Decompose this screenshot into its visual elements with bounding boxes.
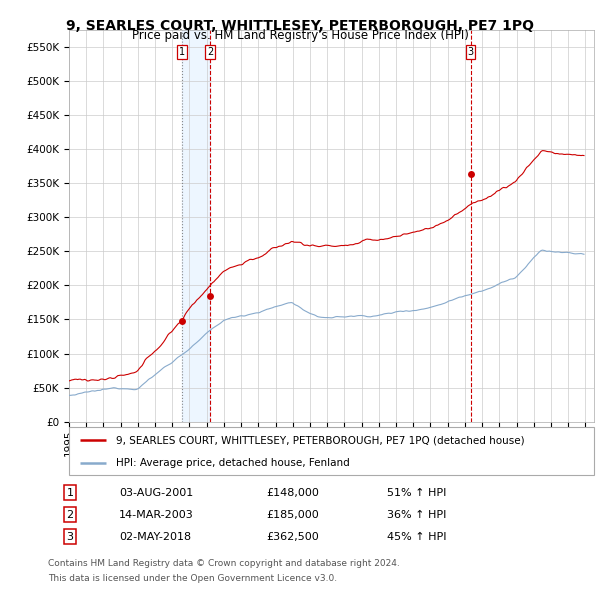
- Text: 03-AUG-2001: 03-AUG-2001: [119, 488, 193, 497]
- Text: 51% ↑ HPI: 51% ↑ HPI: [386, 488, 446, 497]
- Text: 9, SEARLES COURT, WHITTLESEY, PETERBOROUGH, PE7 1PQ: 9, SEARLES COURT, WHITTLESEY, PETERBOROU…: [66, 19, 534, 33]
- Text: 3: 3: [67, 532, 73, 542]
- Text: 2: 2: [66, 510, 73, 520]
- Text: 1: 1: [179, 47, 185, 57]
- Bar: [182, 30, 210, 422]
- Text: £185,000: £185,000: [266, 510, 319, 520]
- Text: Price paid vs. HM Land Registry's House Price Index (HPI): Price paid vs. HM Land Registry's House …: [131, 30, 469, 42]
- Text: This data is licensed under the Open Government Licence v3.0.: This data is licensed under the Open Gov…: [48, 573, 337, 583]
- Text: 3: 3: [467, 47, 473, 57]
- Text: 9, SEARLES COURT, WHITTLESEY, PETERBOROUGH, PE7 1PQ (detached house): 9, SEARLES COURT, WHITTLESEY, PETERBOROU…: [116, 435, 525, 445]
- Text: 36% ↑ HPI: 36% ↑ HPI: [386, 510, 446, 520]
- Text: 14-MAR-2003: 14-MAR-2003: [119, 510, 194, 520]
- Text: £148,000: £148,000: [266, 488, 319, 497]
- Text: 45% ↑ HPI: 45% ↑ HPI: [386, 532, 446, 542]
- FancyBboxPatch shape: [69, 427, 594, 475]
- Text: Contains HM Land Registry data © Crown copyright and database right 2024.: Contains HM Land Registry data © Crown c…: [48, 559, 400, 568]
- Text: 1: 1: [67, 488, 73, 497]
- Text: HPI: Average price, detached house, Fenland: HPI: Average price, detached house, Fenl…: [116, 458, 350, 468]
- Text: 02-MAY-2018: 02-MAY-2018: [119, 532, 191, 542]
- Text: £362,500: £362,500: [266, 532, 319, 542]
- Text: 2: 2: [207, 47, 213, 57]
